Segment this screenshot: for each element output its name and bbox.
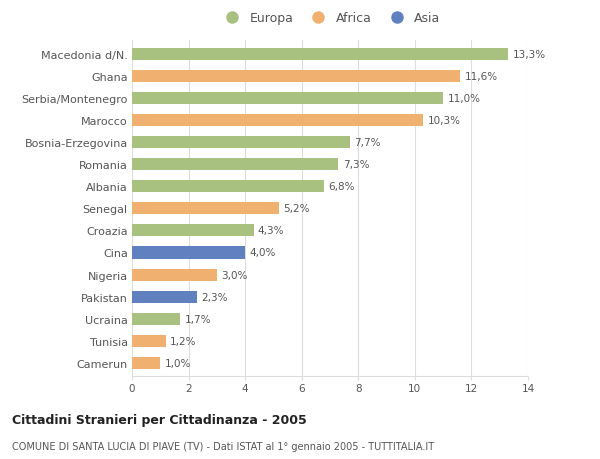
Bar [132,247,245,259]
Legend: Europa, Africa, Asia: Europa, Africa, Asia [215,7,445,30]
Bar [132,225,254,237]
Bar [132,49,508,61]
Bar [132,137,350,149]
Text: 5,2%: 5,2% [283,204,310,214]
Bar [132,181,325,193]
Text: 1,7%: 1,7% [184,314,211,324]
Text: 11,6%: 11,6% [464,72,497,82]
Text: 4,0%: 4,0% [250,248,276,258]
Bar [132,115,424,127]
Text: 11,0%: 11,0% [448,94,481,104]
Bar [132,357,160,369]
Bar [132,159,338,171]
Bar [132,313,180,325]
Text: 10,3%: 10,3% [428,116,461,126]
Bar [132,335,166,347]
Bar [132,291,197,303]
Text: 7,3%: 7,3% [343,160,369,170]
Bar [132,71,460,83]
Text: Cittadini Stranieri per Cittadinanza - 2005: Cittadini Stranieri per Cittadinanza - 2… [12,413,307,426]
Text: 6,8%: 6,8% [329,182,355,192]
Text: 2,3%: 2,3% [202,292,228,302]
Text: 1,0%: 1,0% [164,358,191,368]
Bar [132,203,279,215]
Text: 1,2%: 1,2% [170,336,197,346]
Bar [132,269,217,281]
Text: 7,7%: 7,7% [354,138,380,148]
Text: COMUNE DI SANTA LUCIA DI PIAVE (TV) - Dati ISTAT al 1° gennaio 2005 - TUTTITALIA: COMUNE DI SANTA LUCIA DI PIAVE (TV) - Da… [12,441,434,451]
Text: 4,3%: 4,3% [258,226,284,236]
Text: 3,0%: 3,0% [221,270,247,280]
Text: 13,3%: 13,3% [512,50,545,60]
Bar [132,93,443,105]
